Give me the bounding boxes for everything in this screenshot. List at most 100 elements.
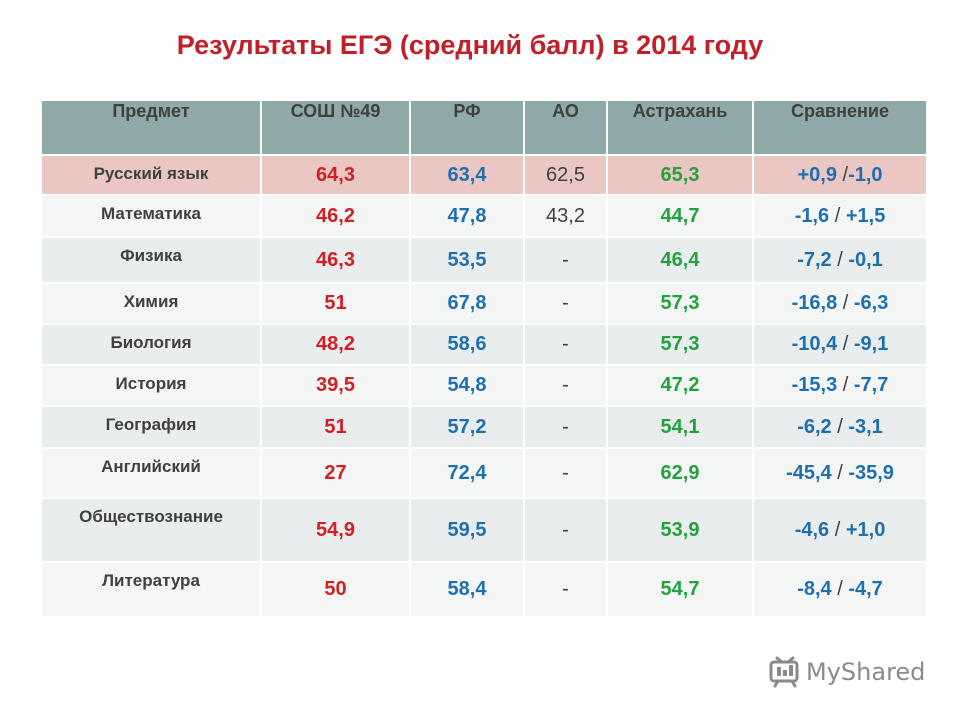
header-rf: РФ xyxy=(411,101,525,156)
subject-cell: Обществознание xyxy=(42,499,262,563)
comparison-cell: -8,4 / -4,7 xyxy=(754,563,926,618)
comparison-separator: / xyxy=(831,415,849,438)
comparison-cell: -7,2 / -0,1 xyxy=(754,238,926,284)
rf-score-cell: 47,8 xyxy=(411,196,525,238)
school-score-cell: 46,2 xyxy=(262,196,411,238)
comparison-b: -6,3 xyxy=(853,292,889,314)
comparison-b: -1,0 xyxy=(848,163,883,186)
subject-cell: Химия xyxy=(42,284,262,325)
myshared-logo-icon xyxy=(769,656,799,688)
astrakhan-score-cell: 54,1 xyxy=(608,407,754,449)
rf-score-cell: 58,4 xyxy=(411,563,525,618)
ao-score-cell: - xyxy=(525,284,608,325)
comparison-a: -4,6 xyxy=(794,518,830,541)
comparison-separator: / xyxy=(829,204,846,227)
table-row: Математика 46,2 47,8 43,2 44,7 -1,6 / +1,5 xyxy=(42,196,926,238)
comparison-b: -0,1 xyxy=(848,248,883,271)
comparison-separator: / xyxy=(837,374,854,396)
table-row: Биология 48,2 58,6-57,3 -10,4 / -9,1 xyxy=(42,325,926,366)
comparison-separator: / xyxy=(831,248,849,271)
watermark-logo: MyShared xyxy=(768,656,925,688)
school-score-cell: 51 xyxy=(262,284,411,325)
comparison-a: -6,2 xyxy=(797,415,832,438)
rf-score-cell: 53,5 xyxy=(411,238,525,284)
school-score-cell: 48,2 xyxy=(262,325,411,366)
table-header-row: Предмет СОШ №49 РФ АО Астрахань Сравнени… xyxy=(42,101,926,156)
school-score-cell: 51 xyxy=(262,407,411,449)
ao-score-cell: - xyxy=(525,407,608,449)
comparison-separator: / xyxy=(837,292,854,314)
comparison-cell: +0,9 /-1,0 xyxy=(754,156,926,196)
comparison-cell: -45,4 / -35,9 xyxy=(754,449,926,499)
header-subject: Предмет xyxy=(42,101,262,156)
table-row: История 39,5 54,8-47,2 -15,3 / -7,7 xyxy=(42,366,926,407)
ao-score-cell: 43,2 xyxy=(525,196,608,238)
comparison-b: +1,0 xyxy=(845,518,886,541)
comparison-b: +1,5 xyxy=(845,204,886,227)
subject-cell: Литература xyxy=(42,563,262,618)
comparison-cell: -16,8 / -6,3 xyxy=(754,284,926,325)
rf-score-cell: 67,8 xyxy=(411,284,525,325)
comparison-a: -15,3 xyxy=(791,374,838,396)
comparison-cell: -4,6 / +1,0 xyxy=(754,499,926,563)
header-astrakhan: Астрахань xyxy=(608,101,754,156)
subject-cell: Математика xyxy=(42,196,262,238)
comparison-separator: / xyxy=(831,578,849,600)
table-row: Химия 51 67,8-57,3 -16,8 / -6,3 xyxy=(42,284,926,325)
comparison-separator: / xyxy=(831,461,849,484)
slide-title: Результаты ЕГЭ (средний балл) в 2014 год… xyxy=(176,30,764,60)
subject-cell: Физика xyxy=(42,238,262,284)
comparison-cell: -1,6 / +1,5 xyxy=(754,196,926,238)
header-comparison: Сравнение xyxy=(754,101,926,156)
comparison-a: -1,6 xyxy=(794,204,830,227)
subject-cell: История xyxy=(42,366,262,407)
astrakhan-score-cell: 57,3 xyxy=(608,325,754,366)
table-row: Английский 27 72,4-62,9 -45,4 / -35,9 xyxy=(42,449,926,499)
astrakhan-score-cell: 65,3 xyxy=(608,156,754,196)
school-score-cell: 39,5 xyxy=(262,366,411,407)
subject-cell: Русский язык xyxy=(42,156,262,196)
school-score-cell: 27 xyxy=(262,449,411,499)
table-row: География 51 57,2-54,1 -6,2 / -3,1 xyxy=(42,407,926,449)
comparison-b: -9,1 xyxy=(853,333,889,355)
ao-score-cell: - xyxy=(525,563,608,618)
ao-score-cell: - xyxy=(525,238,608,284)
header-ao: АО xyxy=(525,101,608,156)
astrakhan-score-cell: 46,4 xyxy=(608,238,754,284)
comparison-a: -10,4 xyxy=(791,333,838,355)
comparison-b: -3,1 xyxy=(848,415,883,438)
comparison-a: +0,9 xyxy=(797,163,837,186)
astrakhan-score-cell: 62,9 xyxy=(608,449,754,499)
subject-cell: Английский xyxy=(42,449,262,499)
rf-score-cell: 54,8 xyxy=(411,366,525,407)
table-row: Русский язык 64,3 63,4 62,5 65,3 +0,9 /-1,0 xyxy=(42,156,926,196)
comparison-cell: -15,3 / -7,7 xyxy=(754,366,926,407)
school-score-cell: 54,9 xyxy=(262,499,411,563)
table-row: Физика 46,3 53,5-46,4 -7,2 / -0,1 xyxy=(42,238,926,284)
school-score-cell: 50 xyxy=(262,563,411,618)
comparison-b: -35,9 xyxy=(848,461,894,484)
comparison-separator: / xyxy=(837,333,854,355)
ao-score-cell: 62,5 xyxy=(525,156,608,196)
comparison-separator: / xyxy=(836,163,849,186)
results-table: Предмет СОШ №49 РФ АО Астрахань Сравнени… xyxy=(42,101,926,618)
subject-cell: География xyxy=(42,407,262,449)
comparison-cell: -6,2 / -3,1 xyxy=(754,407,926,449)
comparison-a: -16,8 xyxy=(791,292,838,314)
comparison-b: -7,7 xyxy=(853,374,889,396)
astrakhan-score-cell: 47,2 xyxy=(608,366,754,407)
comparison-separator: / xyxy=(829,518,846,541)
subject-cell: Биология xyxy=(42,325,262,366)
astrakhan-score-cell: 57,3 xyxy=(608,284,754,325)
rf-score-cell: 63,4 xyxy=(411,156,525,196)
comparison-a: -8,4 xyxy=(797,578,832,600)
table-row: Литература 50 58,4-54,7 -8,4 / -4,7 xyxy=(42,563,926,618)
header-school: СОШ №49 xyxy=(262,101,411,156)
table-row: Обществознание 54,9 59,5-53,9 -4,6 / +1,0 xyxy=(42,499,926,563)
ao-score-cell: - xyxy=(525,449,608,499)
rf-score-cell: 58,6 xyxy=(411,325,525,366)
watermark-text: MyShared xyxy=(806,658,926,686)
ao-score-cell: - xyxy=(525,366,608,407)
astrakhan-score-cell: 53,9 xyxy=(608,499,754,563)
school-score-cell: 46,3 xyxy=(262,238,411,284)
